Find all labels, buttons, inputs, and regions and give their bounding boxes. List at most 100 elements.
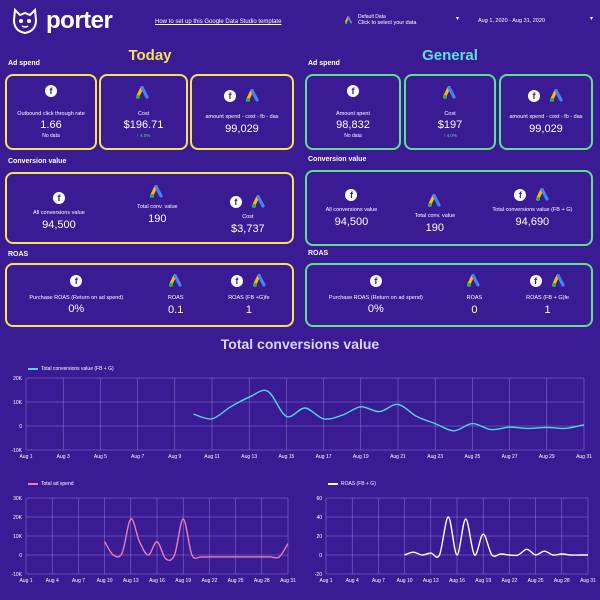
metric: ROAS 0 [467, 274, 482, 316]
general-roas-card: f Purchase ROAS (Return on ad spend) 0% … [305, 263, 593, 327]
help-link[interactable]: How to set up this Google Data Studio te… [155, 19, 282, 25]
today-ad-spend-label: Ad spend [8, 60, 40, 67]
general-roas-label: ROAS [308, 250, 329, 257]
x-tick-label: Aug 31 [580, 578, 596, 584]
metric-value: 190 [148, 212, 167, 225]
metric-label: All conversions value [33, 210, 85, 217]
facebook-icon: f [229, 195, 242, 208]
chevron-down-icon[interactable]: ▾ [456, 16, 460, 22]
facebook-icon: f [70, 274, 83, 287]
chart-legend: Total conversions value (FB + G) [28, 366, 114, 372]
data-source-title: Default Data [358, 14, 386, 20]
y-tick-label: 10K [13, 534, 23, 540]
x-tick-label: Aug 17 [316, 454, 332, 460]
google-ads-icon [251, 195, 265, 209]
chart-legend: Total ad spend [28, 481, 74, 487]
metric: f ROAS (FB + G)fe 1 [526, 274, 569, 316]
today-title: Today [128, 47, 172, 64]
metric: f Cost $3,737 [229, 195, 266, 235]
metric-label: ROAS [167, 295, 184, 302]
chart-legend: ROAS (FB + G) [328, 481, 376, 487]
metric: ROAS 0.1 [167, 274, 184, 316]
x-tick-label: Aug 5 [94, 454, 107, 460]
metric-label: Outbound click through rate [17, 110, 85, 117]
metric: f Purchase ROAS (Return on ad spend) 0% [328, 274, 423, 315]
x-tick-label: Aug 13 [123, 578, 139, 584]
facebook-icon: f [230, 274, 243, 287]
google-ads-icon [536, 188, 549, 202]
today-conversion-label: Conversion value [8, 158, 67, 165]
metric-label: Purchase ROAS (Return on ad spend) [29, 294, 124, 301]
x-tick-label: Aug 29 [539, 454, 555, 460]
x-tick-label: Aug 31 [576, 454, 592, 460]
metric-value: $3,737 [231, 222, 265, 235]
series-line [104, 518, 289, 562]
y-tick-label: 10K [13, 400, 23, 406]
x-tick-label: Aug 4 [46, 578, 59, 584]
legend-swatch [28, 368, 38, 370]
google-ads-icon [168, 274, 182, 288]
y-tick-label: -10K [11, 572, 22, 578]
x-tick-label: Aug 28 [554, 578, 570, 584]
x-tick-label: Aug 16 [449, 578, 465, 584]
google-ads-icon [551, 274, 565, 288]
metric-label: Total conv. value [137, 204, 178, 211]
y-tick-label: 40 [316, 515, 322, 521]
chevron-down-icon[interactable]: ▾ [590, 16, 594, 22]
general-amount-spend-card: f amount spend - cost - fb - das 99,029 [499, 74, 593, 150]
date-range-picker[interactable]: Aug 1, 2020 - Aug 31, 2020 [478, 18, 545, 24]
x-tick-label: Aug 7 [72, 578, 85, 584]
metric-value: 1 [245, 303, 252, 316]
x-tick-label: Aug 1 [319, 578, 332, 584]
x-tick-label: Aug 15 [278, 454, 294, 460]
metric-label: Cost [444, 110, 456, 117]
general-conversion-card: f All conversions value 94,500 Total con… [305, 170, 593, 246]
facebook-icon: f [52, 192, 65, 205]
y-tick-label: 20 [316, 534, 322, 540]
general-conversion-label: Conversion value [308, 156, 367, 163]
metric-label: Purchase ROAS (Return on ad spend) [328, 294, 423, 301]
y-tick-label: 20K [13, 515, 23, 521]
x-tick-label: Aug 31 [280, 578, 296, 584]
y-tick-label: 0 [19, 553, 22, 559]
x-tick-label: Aug 1 [19, 454, 32, 460]
legend-swatch [328, 483, 338, 485]
general-amount-spent-card: f Amount spent 98,832 No data [305, 74, 401, 150]
today-ctr-card: f Outbound click through rate 1.66 No da… [5, 74, 97, 150]
metric-label: amount spend - cost - fb - das [509, 114, 583, 121]
metric-label: Total conv. value [414, 213, 456, 220]
data-source-selector[interactable]: Default Data Click to select your data [345, 14, 416, 26]
general-cost-card: Cost $197 ↑ 4.0% [404, 74, 496, 150]
metric-value: 98,832 [336, 119, 370, 132]
x-tick-label: Aug 4 [346, 578, 359, 584]
charts-title: Total conversions value [220, 336, 380, 352]
metric-value: 0% [68, 303, 85, 316]
metric-value: 190 [425, 221, 445, 234]
facebook-icon: f [347, 84, 359, 97]
x-tick-label: Aug 19 [475, 578, 491, 584]
metric-value: $197 [437, 119, 463, 132]
metric: f Purchase ROAS (Return on ad spend) 0% [29, 274, 124, 316]
metric: Total conv. value 190 [137, 185, 178, 225]
today-cost-card: Cost $196.71 ↑ 4.0% [99, 74, 188, 150]
x-tick-label: Aug 7 [131, 454, 144, 460]
series-line [404, 516, 588, 558]
x-tick-label: Aug 25 [464, 454, 480, 460]
metric-value: 0.1 [168, 303, 184, 316]
google-ads-icon [345, 15, 353, 24]
y-tick-label: -20 [315, 572, 322, 578]
x-tick-label: Aug 11 [204, 454, 220, 460]
metric-value: 1.66 [40, 119, 62, 132]
x-tick-label: Aug 19 [175, 578, 191, 584]
x-tick-label: Aug 3 [57, 454, 70, 460]
today-conversion-card: f All conversions value 94,500 Total con… [5, 172, 294, 244]
x-tick-label: Aug 22 [201, 578, 217, 584]
legend-label: Total ad spend [41, 481, 74, 487]
metric: Total conv. value 190 [414, 194, 456, 234]
metric: f ROAS (FB +G)fe 1 [228, 274, 270, 316]
metric-value: 94,500 [334, 215, 369, 228]
y-tick-label: 60 [316, 496, 322, 502]
